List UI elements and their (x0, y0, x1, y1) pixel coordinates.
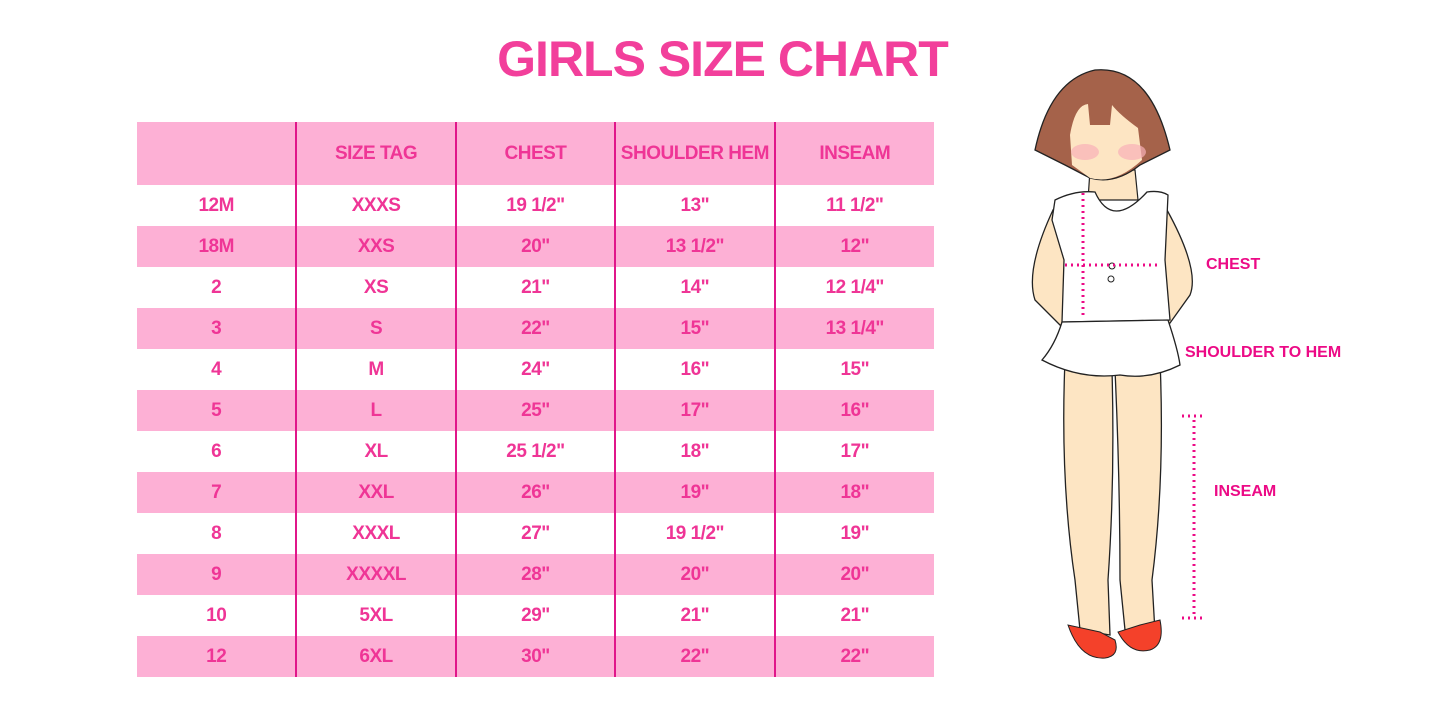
table-cell: XL (295, 431, 456, 472)
table-cell: 12" (773, 226, 934, 267)
chest-label: CHEST (1206, 256, 1261, 273)
table-cell: 4 (211, 358, 222, 380)
table-cell: XXXL (295, 513, 456, 554)
table-cell: XXL (295, 472, 456, 513)
table-row: 2 XS 21" 14" 12 1/4" (137, 267, 934, 308)
table-cell: 2 (211, 276, 222, 298)
table-cell: 20" (773, 554, 934, 595)
table-cell: 17" (773, 431, 934, 472)
table-cell: 14" (614, 267, 775, 308)
table-cell: 12M (198, 194, 234, 216)
column-header: SIZE TAG (295, 122, 456, 185)
table-cell: XXS (295, 226, 456, 267)
table-row: 10 5XL 29" 21" 21" (137, 595, 934, 636)
table-cell: 28" (454, 554, 616, 595)
table-cell: 11 1/2" (773, 185, 934, 226)
table-row: 5 L 25" 17" 16" (137, 390, 934, 431)
table-cell: 19 1/2" (454, 185, 616, 226)
table-cell: XS (295, 267, 456, 308)
table-cell: 25" (454, 390, 616, 431)
girl-measurement-illustration (1031, 69, 1202, 659)
table-cell: 13 1/4" (773, 308, 934, 349)
table-cell: 5 (137, 390, 297, 431)
table-cell: 3 (137, 308, 297, 349)
table-cell: 12 1/4" (773, 267, 934, 308)
table-cell: 5XL (295, 595, 456, 636)
table-cell: 15" (614, 308, 775, 349)
table-cell: 22" (773, 636, 934, 677)
page-title: GIRLS SIZE CHART (497, 31, 949, 87)
table-cell: 10 (206, 604, 227, 626)
table-cell: 15" (773, 349, 934, 390)
table-cell: 19" (773, 513, 934, 554)
table-cell: 19" (614, 472, 775, 513)
table-row: 3 S 22" 15" 13 1/4" (137, 308, 934, 349)
table-cell: 13 1/2" (614, 226, 775, 267)
table-cell: 12 (137, 636, 297, 677)
table-cell: 17" (614, 390, 775, 431)
table-cell: 18M (137, 226, 297, 267)
column-header (137, 122, 297, 185)
table-cell: XXXXL (295, 554, 456, 595)
table-cell: 20" (614, 554, 775, 595)
table-row: 7 XXL 26" 19" 18" (137, 472, 934, 513)
table-cell: 25 1/2" (454, 431, 616, 472)
table-cell: M (295, 349, 456, 390)
table-cell: 20" (454, 226, 616, 267)
column-header: SHOULDER HEM (614, 122, 775, 185)
column-header: INSEAM (773, 122, 934, 185)
table-cell: 19 1/2" (614, 513, 775, 554)
table-row: 18M XXS 20" 13 1/2" 12" (137, 226, 934, 267)
table-cell: 29" (454, 595, 616, 636)
table-cell: 16" (614, 349, 775, 390)
table-cell: 7 (137, 472, 297, 513)
table-row: 6 XL 25 1/2" 18" 17" (137, 431, 934, 472)
table-cell: 22" (614, 636, 775, 677)
table-cell: 27" (454, 513, 616, 554)
table-row: 12 6XL 30" 22" 22" (137, 636, 934, 677)
table-row: 8 XXXL 27" 19 1/2" 19" (137, 513, 934, 554)
table-row: 4 M 24" 16" 15" (137, 349, 934, 390)
column-header: CHEST (454, 122, 616, 185)
table-cell: 26" (454, 472, 616, 513)
size-chart-table: SIZE TAG CHEST SHOULDER HEM INSEAM 12M XXXS 1… (137, 122, 934, 677)
table-row: 12M XXXS 19 1/2" 13" 11 1/2" (137, 185, 934, 226)
table-cell: 21" (773, 595, 934, 636)
table-cell: 16" (773, 390, 934, 431)
table-cell: 22" (454, 308, 616, 349)
inseam-label: INSEAM (1214, 483, 1277, 500)
table-cell: 6 (211, 440, 222, 462)
table-row: 9 XXXXL 28" 20" 20" (137, 554, 934, 595)
table-cell: 21" (614, 595, 775, 636)
table-cell: 21" (454, 267, 616, 308)
table-cell: 9 (137, 554, 297, 595)
shoulder-to-hem-label: SHOULDER TO HEM (1185, 344, 1342, 361)
table-cell: XXXS (295, 185, 456, 226)
table-cell: 30" (454, 636, 616, 677)
table-cell: S (295, 308, 456, 349)
table-header-row: SIZE TAG CHEST SHOULDER HEM INSEAM (137, 122, 934, 185)
table-cell: 24" (454, 349, 616, 390)
table-cell: 13" (614, 185, 775, 226)
table-cell: 18" (773, 472, 934, 513)
table-cell: 6XL (295, 636, 456, 677)
table-cell: 18" (614, 431, 775, 472)
table-cell: 8 (211, 522, 222, 544)
table-cell: L (295, 390, 456, 431)
